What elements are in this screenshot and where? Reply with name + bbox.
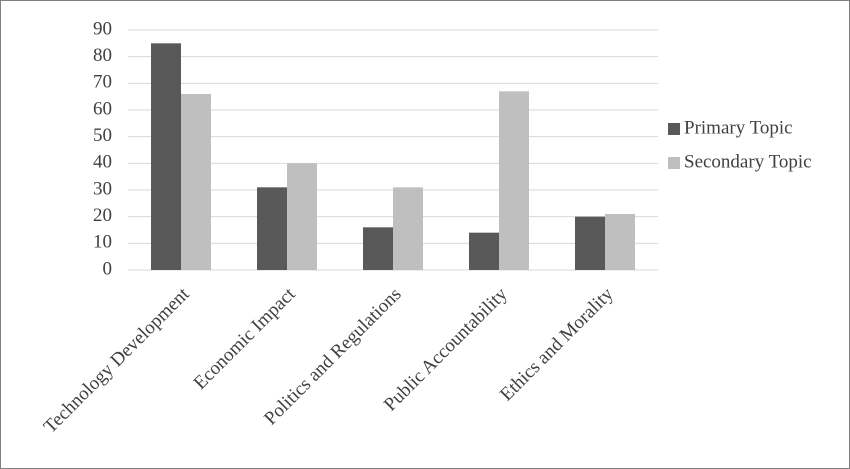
y-tick-label: 60 bbox=[93, 98, 112, 119]
bar bbox=[151, 43, 181, 271]
legend-label: Primary Topic bbox=[684, 117, 793, 138]
bar bbox=[575, 216, 605, 270]
y-tick-label: 90 bbox=[93, 18, 112, 39]
legend-swatch bbox=[668, 157, 680, 169]
y-tick-label: 30 bbox=[93, 178, 112, 199]
legend-label: Secondary Topic bbox=[684, 151, 812, 172]
y-tick-label: 80 bbox=[93, 45, 112, 66]
bar bbox=[181, 94, 211, 270]
y-tick-label: 50 bbox=[93, 125, 112, 146]
y-tick-label: 70 bbox=[93, 72, 112, 93]
bar bbox=[363, 227, 393, 270]
bar bbox=[257, 187, 287, 270]
bar bbox=[499, 91, 529, 270]
y-tick-label: 20 bbox=[93, 205, 112, 226]
bar bbox=[287, 163, 317, 270]
bar bbox=[605, 214, 635, 270]
bar bbox=[393, 187, 423, 270]
y-tick-label: 40 bbox=[93, 152, 112, 173]
legend-swatch bbox=[668, 123, 680, 135]
y-tick-label: 10 bbox=[93, 232, 112, 253]
bar bbox=[469, 232, 499, 270]
y-tick-label: 0 bbox=[103, 258, 113, 279]
